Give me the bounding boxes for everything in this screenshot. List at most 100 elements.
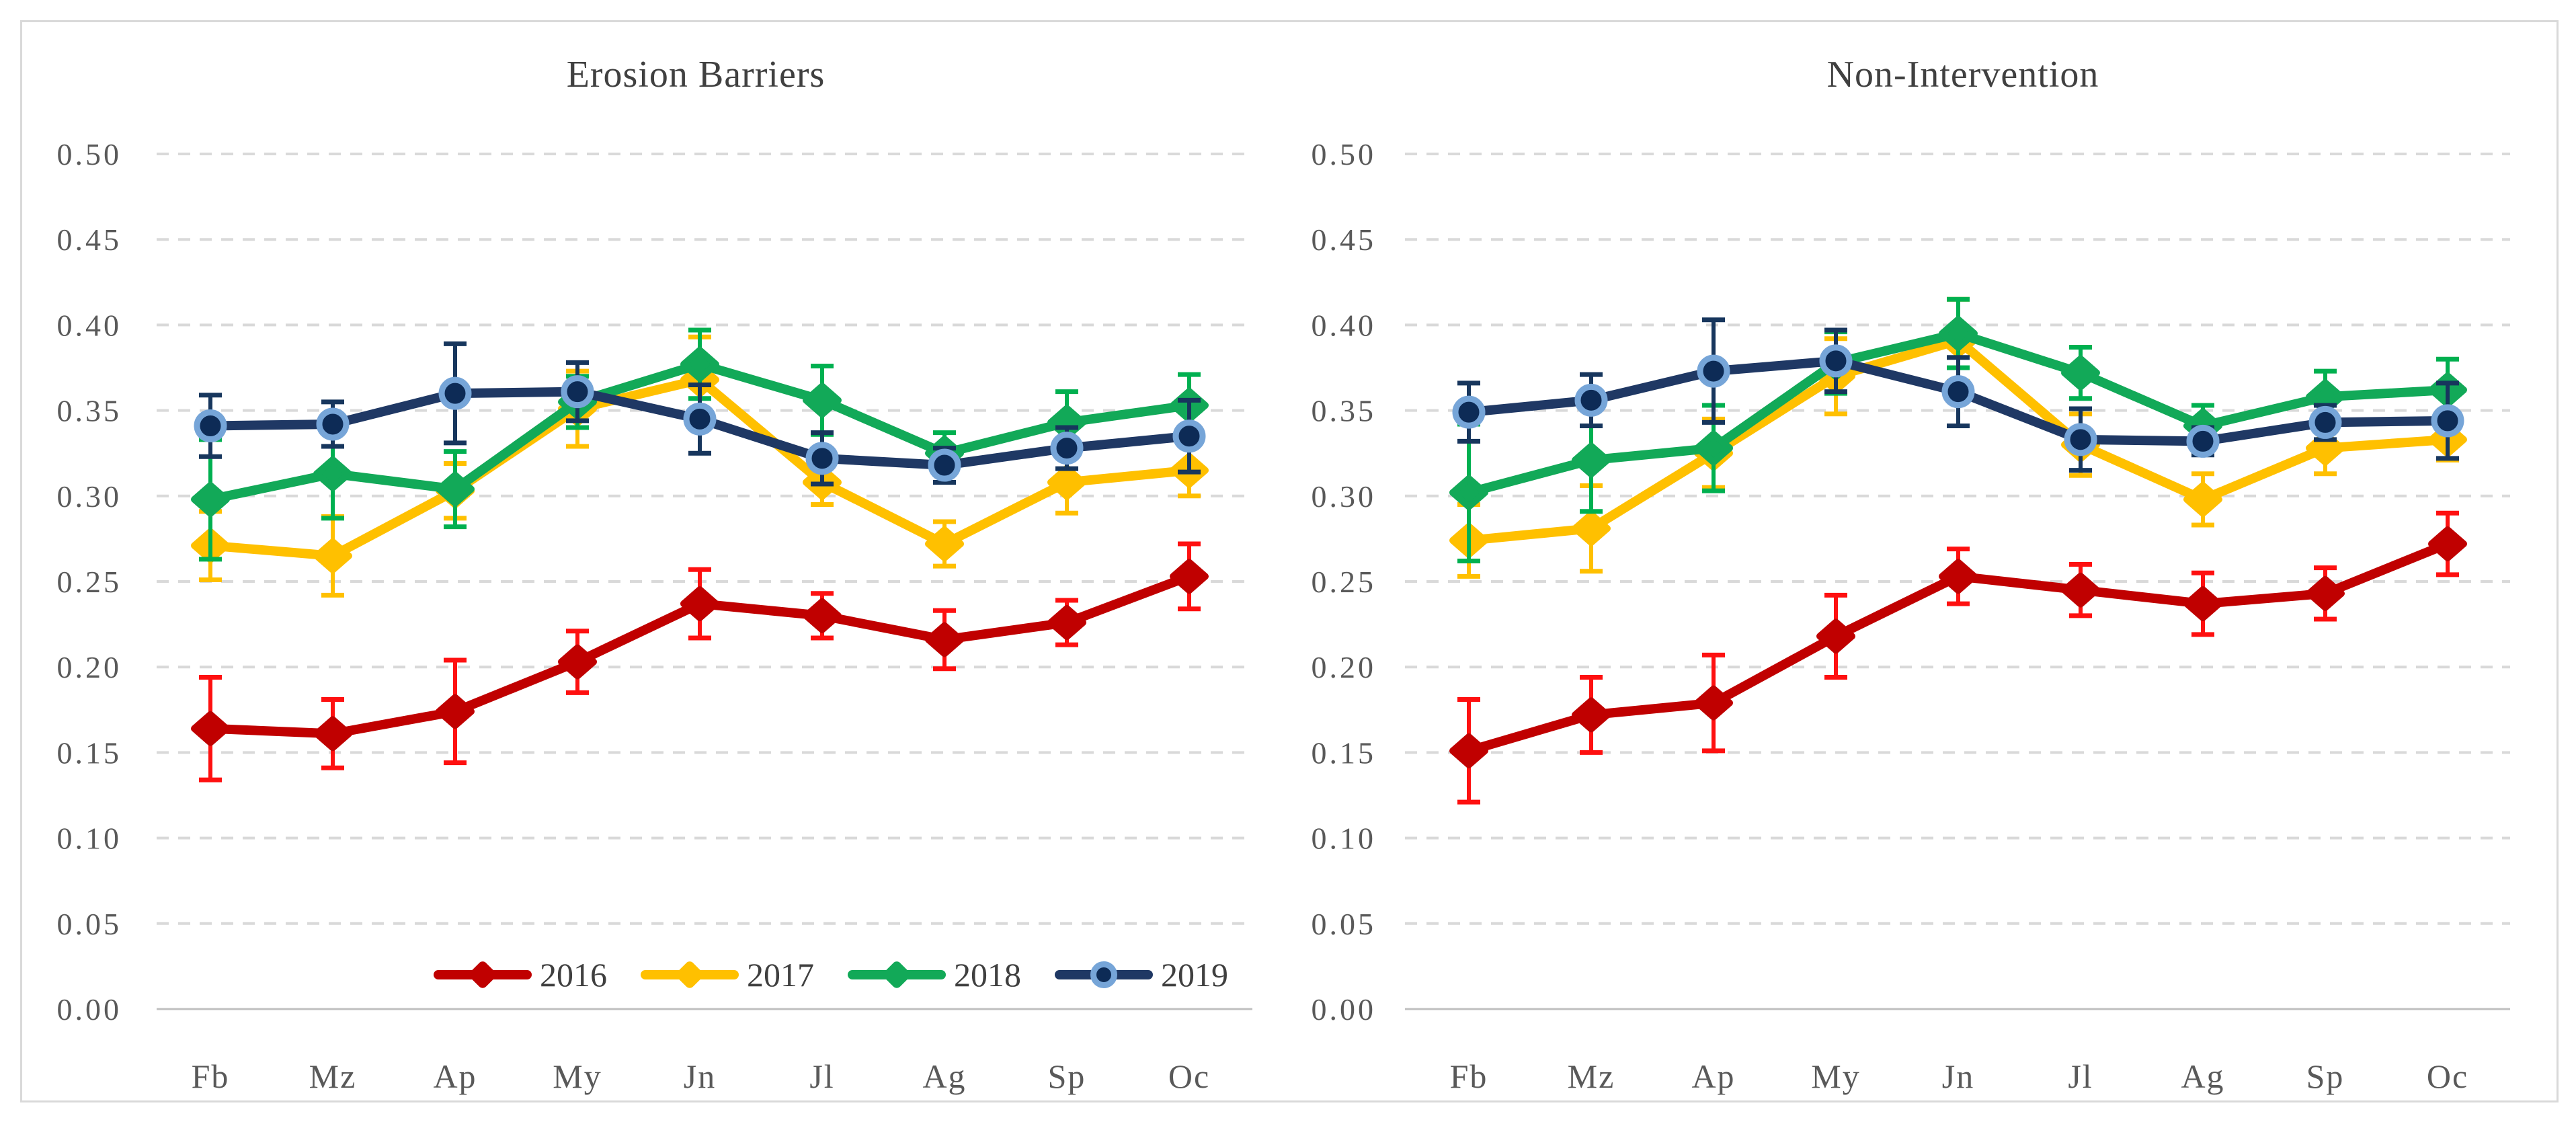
non-intervention-chart: 0.50 0.45 0.40 0.35 0.30 0.25 0.20 0.15 0.10 0.05… [1312, 137, 2510, 1095]
y-axis-tick-label: 0.40 [1312, 308, 1377, 342]
x-axis-tick-label: Jn [1942, 1057, 1974, 1095]
y-axis-tick-label: 0.05 [1312, 907, 1377, 941]
marker-2019 [561, 375, 594, 409]
marker-2016 [803, 598, 842, 633]
y-axis-tick-label: 0.35 [57, 394, 122, 428]
panel-title-erosion-barriers: Erosion Barriers [566, 54, 826, 95]
marker-2019 [1697, 354, 1730, 388]
marker-2016 [1572, 697, 1611, 733]
panel-erosion-barriers: 0.50 0.45 0.40 0.35 0.30 0.25 0.20 0.15 0.10 0.05… [20, 20, 1291, 1102]
marker-2018 [2061, 355, 2100, 391]
y-axis-tick-label: 0.15 [1312, 735, 1377, 770]
y-axis-tick-label: 0.45 [57, 223, 122, 257]
marker-2016 [1449, 733, 1488, 768]
y-axis-tick-label: 0.50 [57, 137, 122, 171]
legend-item-2017: 2017 [641, 958, 814, 992]
circle-marker-icon [1090, 961, 1117, 988]
marker-2018 [191, 481, 230, 517]
legend-swatch-2016 [434, 959, 532, 990]
legend-swatch-2018 [848, 959, 946, 990]
marker-2016 [1939, 559, 1978, 594]
marker-2016 [191, 711, 230, 746]
legend-label-2018: 2018 [954, 956, 1021, 994]
marker-2018 [1572, 442, 1611, 478]
y-axis-tick-label: 0.40 [57, 308, 122, 342]
legend-item-2019: 2019 [1055, 958, 1228, 992]
y-axis-tick-label: 0.30 [1312, 479, 1377, 514]
x-axis-tick-label: Sp [1048, 1057, 1086, 1095]
marker-2019 [438, 376, 472, 410]
series-2016 [1449, 510, 2467, 805]
x-axis-tick-label: Ap [1691, 1057, 1735, 1095]
marker-2019 [928, 448, 961, 482]
marker-2019 [1574, 383, 1608, 417]
marker-2018 [680, 346, 719, 382]
legend-label-2016: 2016 [540, 956, 607, 994]
x-axis-tick-label: My [553, 1057, 602, 1095]
x-axis-tick-label: Fb [1450, 1057, 1488, 1095]
marker-2019 [316, 407, 350, 441]
legend-item-2018: 2018 [848, 958, 1021, 992]
diamond-marker-icon [674, 959, 705, 990]
y-axis-tick-label: 0.25 [57, 565, 122, 599]
y-axis-tick-label: 0.10 [57, 821, 122, 856]
x-axis-tick-label: Mz [309, 1057, 357, 1095]
y-axis-tick-label: 0.30 [57, 479, 122, 514]
marker-2019 [194, 409, 227, 442]
marker-2016 [2061, 572, 2100, 608]
marker-2019 [2186, 424, 2220, 458]
marker-2019 [2431, 404, 2464, 438]
marker-2017 [1047, 465, 1086, 500]
marker-2016 [680, 586, 719, 622]
legend-swatch-2017 [641, 959, 739, 990]
marker-2016 [925, 622, 964, 657]
y-axis-tick-label: 0.25 [1312, 565, 1377, 599]
y-axis-tick-label: 0.15 [57, 735, 122, 770]
marker-2019 [1172, 419, 1206, 453]
x-axis-tick-label: Fb [192, 1057, 230, 1095]
y-axis-tick-label: 0.20 [57, 650, 122, 684]
diamond-marker-icon [467, 959, 498, 990]
y-axis-tick-label: 0.05 [57, 907, 122, 941]
x-axis-tick-label: Jn [684, 1057, 716, 1095]
y-axis-tick-label: 0.00 [57, 992, 122, 1027]
legend-item-2016: 2016 [434, 958, 607, 992]
series-2016 [191, 541, 1209, 782]
marker-2016 [2183, 586, 2222, 622]
legend-label-2017: 2017 [747, 956, 814, 994]
panel-non-intervention: 0.50 0.45 0.40 0.35 0.30 0.25 0.20 0.15 0.10 0.05… [1289, 20, 2559, 1102]
marker-2016 [2306, 575, 2345, 611]
marker-2016 [558, 644, 597, 680]
marker-2019 [683, 402, 717, 436]
chart-legend: 2016 2017 2018 2019 [434, 958, 1228, 992]
marker-2016 [1816, 618, 1855, 654]
x-axis-tick-label: Mz [1568, 1057, 1615, 1095]
marker-2018 [1939, 316, 1978, 352]
marker-2016 [436, 694, 475, 729]
marker-2019 [1941, 375, 1975, 409]
x-axis-tick-label: My [1811, 1057, 1860, 1095]
x-axis-tick-label: Oc [1168, 1057, 1210, 1095]
marker-2018 [313, 456, 352, 491]
marker-2016 [2428, 526, 2467, 562]
marker-2019 [1819, 344, 1853, 378]
marker-2016 [1047, 605, 1086, 641]
marker-2019 [2064, 423, 2097, 456]
marker-2018 [1694, 430, 1733, 466]
series-2019 [194, 341, 1206, 487]
legend-swatch-2019 [1055, 961, 1153, 988]
x-axis-tick-label: Oc [2427, 1057, 2468, 1095]
marker-2019 [2308, 405, 2342, 439]
marker-2018 [1449, 475, 1488, 510]
panel-title-non-intervention: Non-Intervention [1826, 54, 2099, 95]
marker-2019 [805, 442, 839, 475]
y-axis-tick-label: 0.45 [1312, 223, 1377, 257]
marker-2017 [313, 538, 352, 573]
marker-2018 [803, 383, 842, 418]
x-axis-tick-label: Jl [2068, 1057, 2093, 1095]
marker-2017 [2183, 481, 2222, 517]
marker-2016 [1170, 559, 1209, 594]
erosion-barriers-chart: 0.50 0.45 0.40 0.35 0.30 0.25 0.20 0.15 0.10 0.05… [57, 137, 1252, 1095]
y-axis-tick-label: 0.35 [1312, 394, 1377, 428]
